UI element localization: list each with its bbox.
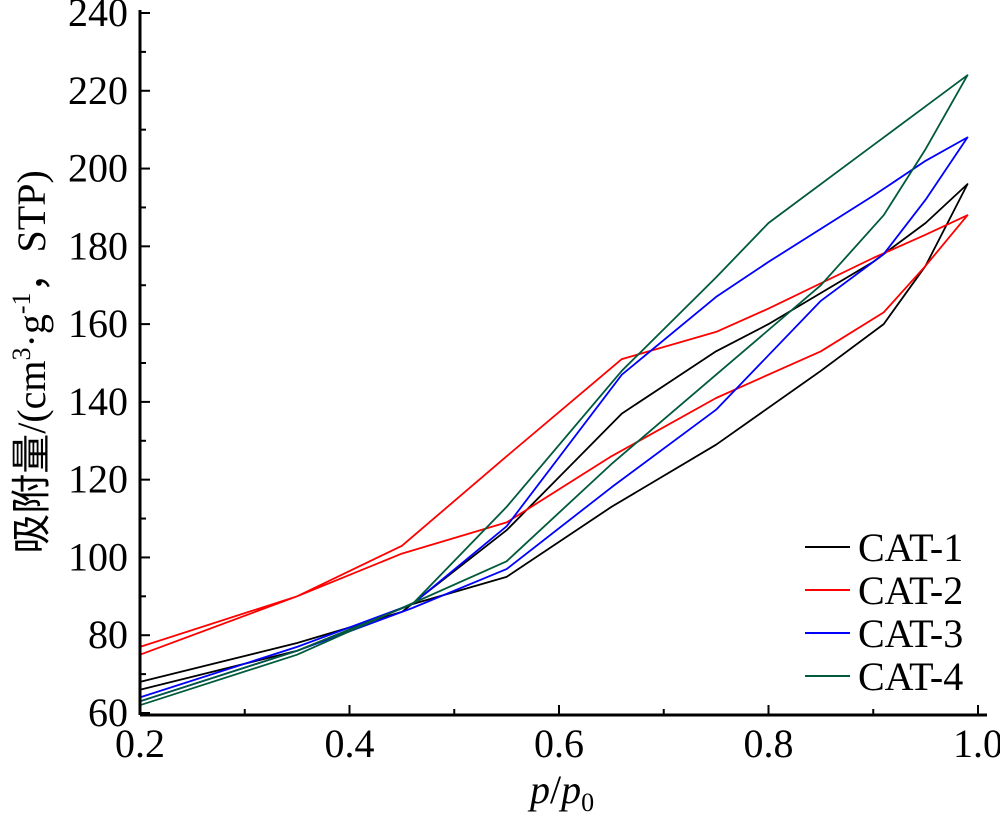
legend-label-cat-1: CAT-1 bbox=[858, 525, 963, 570]
series-line-cat-2 bbox=[139, 214, 969, 656]
svg-text:吸附量/(cm3·g-1，STP): 吸附量/(cm3·g-1，STP) bbox=[7, 170, 54, 554]
svg-text:p/p0: p/p0 bbox=[527, 767, 594, 817]
legend-label-cat-3: CAT-3 bbox=[858, 611, 963, 656]
y-tick-label: 200 bbox=[68, 146, 128, 191]
y-axis-title-sup2: -1 bbox=[7, 292, 36, 314]
series-line-cat-1 bbox=[139, 183, 969, 691]
y-axis-title: 吸附量/(cm3·g-1，STP) bbox=[7, 170, 54, 554]
y-tick-label: 160 bbox=[68, 301, 128, 346]
y-tick-label: 180 bbox=[68, 223, 128, 268]
y-ticks: 60 80 100 120 140 160 180 200 220 240 bbox=[68, 0, 150, 735]
y-tick-label: 120 bbox=[68, 457, 128, 502]
series-line-cat-4 bbox=[139, 74, 969, 707]
y-tick-label: 140 bbox=[68, 379, 128, 424]
x-axis-title-p0: p bbox=[558, 767, 581, 812]
x-axis-title-subscript: 0 bbox=[581, 788, 594, 817]
y-tick-label: 60 bbox=[88, 690, 128, 735]
x-ticks: 0.2 0.4 0.6 0.8 1.0 bbox=[115, 705, 1000, 766]
x-axis-title-p: p bbox=[527, 767, 550, 812]
y-axis-title-prefix: 吸附量/(cm bbox=[9, 360, 54, 553]
y-tick-label: 100 bbox=[68, 534, 128, 579]
series-line-cat-3 bbox=[139, 136, 969, 703]
y-axis-title-mid: ·g bbox=[9, 314, 54, 347]
x-tick-label: 1.0 bbox=[953, 721, 1000, 766]
legend-label-cat-2: CAT-2 bbox=[858, 568, 963, 613]
series-group bbox=[139, 74, 969, 707]
x-axis-title: p/p0 bbox=[527, 767, 594, 817]
y-axis-title-sup1: 3 bbox=[7, 347, 36, 360]
x-tick-label: 0.2 bbox=[115, 721, 165, 766]
x-axis-title-slash: / bbox=[550, 767, 562, 812]
x-tick-label: 0.6 bbox=[534, 721, 584, 766]
legend-label-cat-4: CAT-4 bbox=[858, 654, 963, 699]
x-tick-label: 0.4 bbox=[325, 721, 375, 766]
x-tick-label: 0.8 bbox=[744, 721, 794, 766]
y-tick-label: 240 bbox=[68, 0, 128, 35]
y-tick-label: 220 bbox=[68, 68, 128, 113]
y-tick-label: 80 bbox=[88, 612, 128, 657]
y-axis-title-suffix: ，STP) bbox=[9, 170, 54, 292]
